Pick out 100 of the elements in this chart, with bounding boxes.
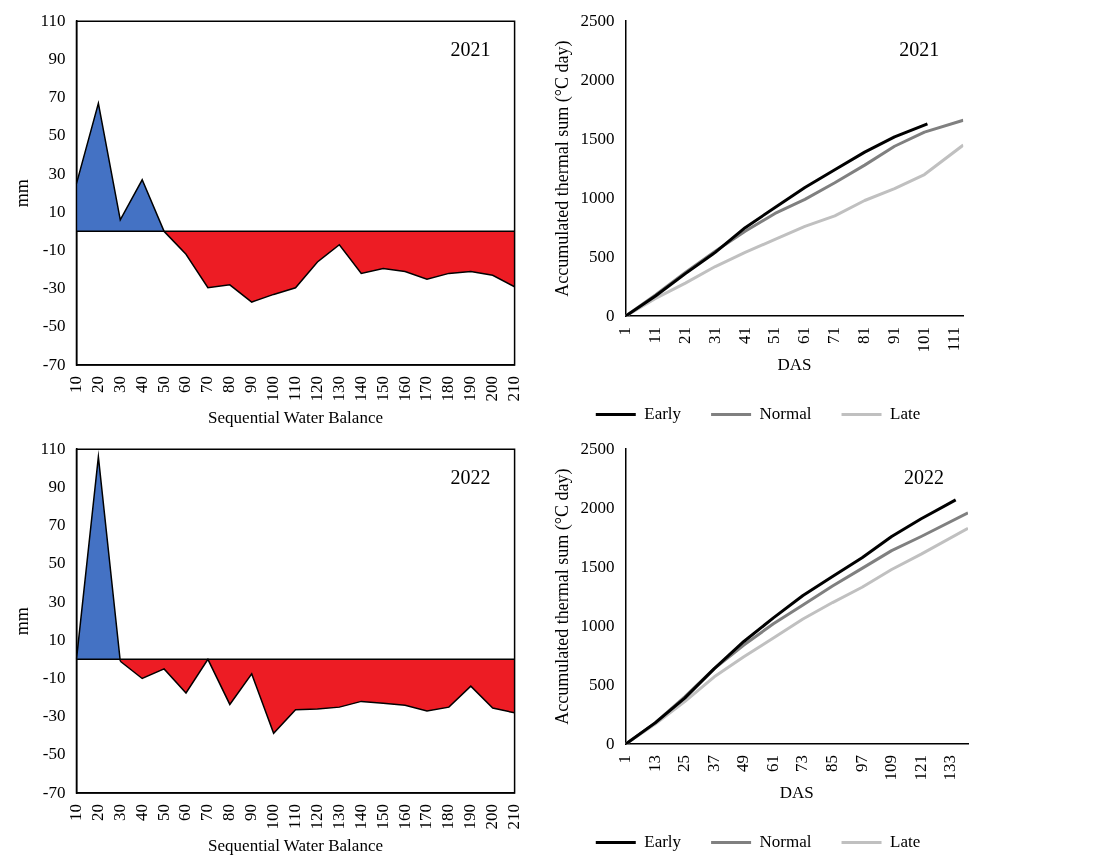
x-tick-label: 100 [263,376,283,402]
y-tick-label: 70 [48,87,66,107]
y-tick-label: -50 [42,744,66,764]
x-tick-label: 150 [372,804,392,830]
x-tick-label: 110 [285,376,304,401]
legend-label: Early [644,403,682,423]
x-tick-label: 170 [416,804,436,830]
x-tick-label: 200 [482,804,502,830]
x-tick-label: 190 [460,804,480,830]
legend-label: Early [644,831,682,851]
x-tick-label: 190 [460,376,480,402]
x-tick-label: 210 [504,804,524,830]
x-tick-label: 73 [792,755,812,773]
y-tick-label: 0 [606,733,615,753]
y-tick-label: 90 [48,476,66,496]
y-tick-label: 110 [40,10,66,30]
x-tick-label: 30 [109,376,129,394]
x-tick-label: 31 [704,327,724,345]
y-axis-title: mm [11,607,32,636]
x-tick-label: 110 [285,804,304,829]
x-tick-label: 60 [175,804,195,822]
x-tick-label: 30 [109,804,129,822]
y-tick-label: 110 [40,438,66,458]
x-tick-label: 70 [197,804,217,822]
x-tick-label: 20 [87,804,107,822]
x-tick-label: 10 [65,804,85,822]
y-tick-label: 2000 [580,497,615,517]
y-tick-label: 2500 [580,10,615,30]
x-tick-label: 180 [438,376,458,402]
x-tick-label: 120 [306,376,326,402]
x-tick-label: 60 [175,376,195,394]
y-axis-title: Accumulated thermal sum (°C day) [551,468,573,725]
y-tick-label: -10 [42,239,66,259]
x-tick-label: 13 [644,755,664,773]
y-tick-label: 90 [48,48,66,68]
annotation: 2022 [450,466,491,489]
legend-label: Late [890,403,921,423]
x-tick-label: 1 [615,327,635,336]
y-tick-label: -30 [42,278,66,298]
x-tick-label: 130 [328,804,348,830]
y-tick-label: 70 [48,515,66,535]
x-tick-label: 85 [821,755,841,773]
x-tick-label: 20 [87,376,107,394]
y-tick-label: 1000 [580,615,615,635]
y-tick-label: 1500 [580,556,615,576]
x-tick-label: 97 [851,754,871,773]
y-tick-label: -30 [42,706,66,726]
x-tick-label: 11 [644,327,664,344]
x-tick-label: 21 [674,327,694,345]
x-tick-label: 80 [219,376,239,394]
y-tick-label: 0 [606,305,615,325]
x-tick-label: 40 [131,804,151,822]
y-tick-label: -70 [42,354,66,374]
x-tick-label: 100 [263,804,283,830]
x-tick-label: 1 [615,755,635,764]
annotation: 2021 [450,38,491,61]
x-axis-title: DAS [779,783,814,803]
x-tick-label: 140 [350,804,370,830]
y-tick-label: 30 [48,591,66,611]
x-tick-label: 120 [306,804,326,830]
y-tick-label: 30 [48,163,66,183]
x-tick-label: 150 [372,376,392,402]
x-tick-label: 37 [703,754,723,773]
legend-label: Normal [759,403,812,423]
x-tick-label: 133 [940,755,960,781]
y-tick-label: -70 [42,782,66,802]
x-tick-label: 80 [219,804,239,822]
legend-label: Normal [759,831,812,851]
y-tick-label: 50 [48,553,66,573]
x-tick-label: 51 [764,327,784,345]
y-tick-label: 500 [589,674,615,694]
x-tick-label: 160 [394,804,414,830]
x-tick-label: 160 [394,376,414,402]
x-axis-title: Sequential Water Balance [208,836,383,856]
x-tick-label: 61 [762,755,782,773]
x-axis-title: DAS [777,355,812,375]
y-tick-label: 10 [48,201,66,221]
y-tick-label: 2000 [580,69,615,89]
x-tick-label: 170 [416,376,436,402]
x-tick-label: 10 [65,376,85,394]
x-tick-label: 41 [734,327,754,345]
x-tick-label: 40 [131,376,151,394]
x-tick-label: 111 [943,327,963,352]
y-tick-label: 50 [48,125,66,145]
x-tick-label: 101 [913,327,933,353]
x-tick-label: 130 [328,376,348,402]
x-tick-label: 61 [794,327,814,345]
x-tick-label: 180 [438,804,458,830]
x-tick-label: 140 [350,376,370,402]
y-tick-label: 500 [589,246,615,266]
y-tick-label: 10 [48,629,66,649]
annotation: 2022 [904,466,944,489]
x-tick-label: 90 [241,804,261,822]
x-tick-label: 81 [854,327,874,345]
y-axis-title: Accumulated thermal sum (°C day) [551,40,573,297]
x-tick-label: 91 [884,327,904,345]
annotation: 2021 [899,38,940,61]
x-tick-label: 71 [824,327,844,345]
x-tick-label: 50 [153,376,173,394]
y-tick-label: 1000 [580,187,615,207]
